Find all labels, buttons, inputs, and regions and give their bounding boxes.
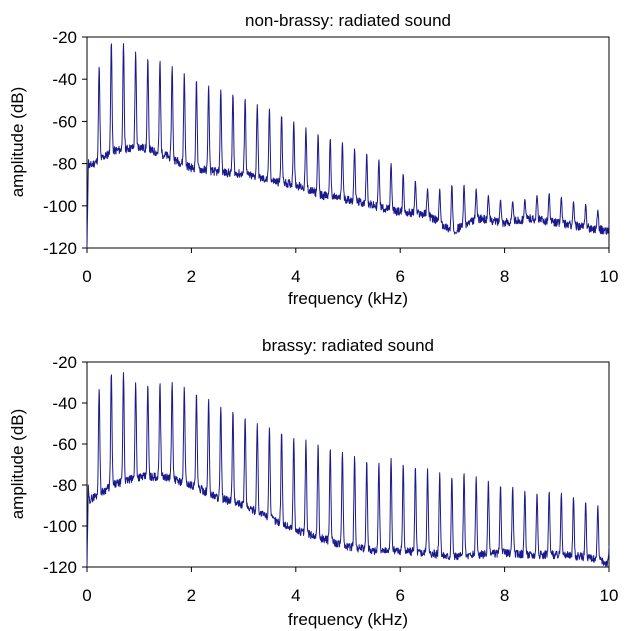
y-tick-label: -20 bbox=[52, 353, 77, 372]
chart-panel-non-brassy: non-brassy: radiated sound -20-40-60-80-… bbox=[8, 11, 618, 308]
x-tick-label: 6 bbox=[395, 586, 404, 605]
spectrum-series bbox=[86, 43, 610, 249]
chart-panel-brassy: brassy: radiated sound -20-40-60-80-100-… bbox=[8, 336, 618, 629]
y-tick-label: -80 bbox=[52, 476, 77, 495]
y-tick-label: -40 bbox=[52, 70, 77, 89]
y-axis: -20 -40 -60 -80 -100 -120 bbox=[43, 28, 87, 258]
y-tick-label: -80 bbox=[52, 155, 77, 174]
y-tick-label: -100 bbox=[43, 517, 77, 536]
x-tick-label: 4 bbox=[291, 586, 300, 605]
x-tick-label: 6 bbox=[395, 267, 404, 286]
chart-title: non-brassy: radiated sound bbox=[245, 11, 451, 30]
y-axis-label: amplitude (dB) bbox=[8, 87, 27, 198]
y-tick-label: -40 bbox=[52, 394, 77, 413]
x-tick-label: 2 bbox=[187, 267, 196, 286]
x-tick-label: 10 bbox=[600, 267, 619, 286]
plot-frame bbox=[86, 36, 610, 249]
x-tick-label: 0 bbox=[82, 267, 91, 286]
y-tick-label: -60 bbox=[52, 435, 77, 454]
x-tick-label: 8 bbox=[500, 267, 509, 286]
y-tick-label: -100 bbox=[43, 197, 77, 216]
y-axis-label: amplitude (dB) bbox=[8, 409, 27, 520]
x-tick-label: 4 bbox=[291, 267, 300, 286]
spectrum-line bbox=[86, 372, 610, 568]
x-tick-label: 0 bbox=[82, 586, 91, 605]
chart-title: brassy: radiated sound bbox=[262, 336, 434, 355]
x-axis: 0 2 4 6 8 10 bbox=[82, 248, 618, 286]
x-tick-label: 8 bbox=[500, 586, 509, 605]
x-axis: 0 2 4 6 8 10 bbox=[82, 567, 618, 605]
spectrum-series bbox=[86, 372, 610, 568]
x-tick-label: 10 bbox=[600, 586, 619, 605]
x-axis-label: frequency (kHz) bbox=[288, 289, 408, 308]
y-tick-label: -60 bbox=[52, 112, 77, 131]
x-axis-label: frequency (kHz) bbox=[288, 610, 408, 629]
spectrum-line bbox=[86, 43, 610, 249]
y-axis: -20 -40 -60 -80 -100 -120 bbox=[43, 353, 87, 577]
y-tick-label: -20 bbox=[52, 28, 77, 47]
y-tick-label: -120 bbox=[43, 239, 77, 258]
x-tick-label: 2 bbox=[187, 586, 196, 605]
plot-frame bbox=[86, 361, 610, 568]
y-tick-label: -120 bbox=[43, 558, 77, 577]
